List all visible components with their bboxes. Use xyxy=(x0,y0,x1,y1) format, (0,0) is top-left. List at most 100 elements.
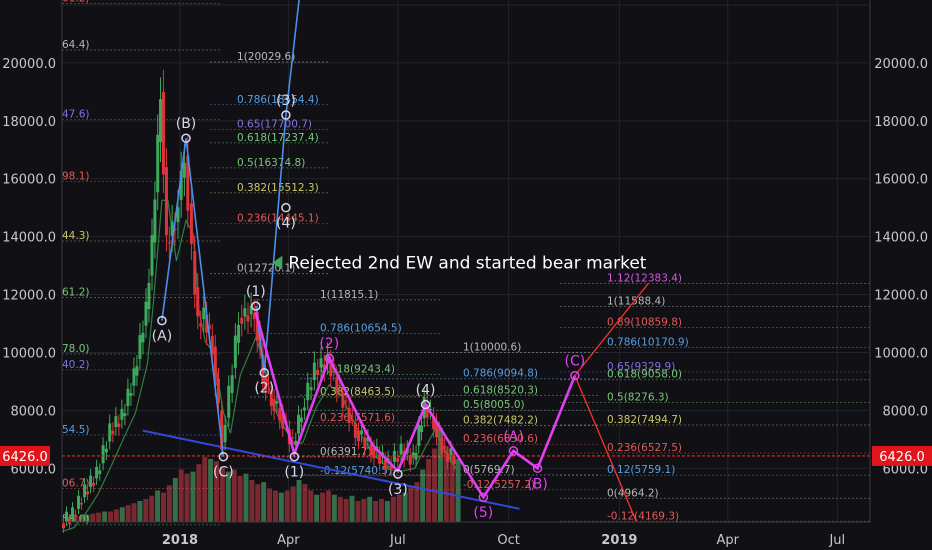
candle-body xyxy=(435,421,439,438)
fib-left-label: 98.1) xyxy=(62,171,89,183)
fib-level-label: 1(11588.4) xyxy=(607,295,665,307)
candle-body xyxy=(312,362,316,380)
volume-bar xyxy=(343,498,349,522)
fib-level-label: 0.786(9094.8) xyxy=(463,368,538,380)
candle-body xyxy=(428,408,432,411)
wave-marker-label: (C) xyxy=(565,354,586,370)
candle-body xyxy=(129,392,133,396)
candle-body xyxy=(338,385,342,387)
wave-marker-label: (5) xyxy=(473,505,493,521)
candle-body xyxy=(417,424,421,446)
candle-body xyxy=(89,475,93,488)
wave-marker-circle xyxy=(281,202,291,213)
volume-bar xyxy=(420,469,426,522)
fib-level-label: 0.382(7494.7) xyxy=(607,414,682,426)
candle-body xyxy=(350,415,354,417)
candle-body xyxy=(150,235,154,276)
volume-bar xyxy=(267,488,273,522)
candle-body xyxy=(164,167,168,236)
volume-bars xyxy=(66,427,461,522)
candle-body xyxy=(92,482,96,486)
wave-marker-circle xyxy=(324,353,335,363)
candle-body xyxy=(104,448,108,453)
candle-body xyxy=(101,445,105,464)
volume-bar xyxy=(184,473,190,522)
fib-level-label: 0.382(7482.2) xyxy=(463,414,538,426)
candle-body xyxy=(399,443,403,455)
candle-body xyxy=(98,470,102,475)
volume-bar xyxy=(349,495,355,522)
candle-body xyxy=(147,282,151,310)
wave-marker-label: (2) xyxy=(254,381,274,397)
y-tick-label-left: 10000.0 xyxy=(2,346,56,361)
volume-bar xyxy=(219,467,225,522)
wave-marker-circle xyxy=(157,315,167,326)
volume-bar xyxy=(355,501,361,522)
y-tick-label-left: 16000.0 xyxy=(2,173,56,188)
x-tick-label: Jul xyxy=(389,533,406,548)
candle-body xyxy=(233,335,237,368)
candle-body xyxy=(360,430,364,435)
candle-body xyxy=(326,353,330,364)
fib-level-label: 0.618(9058.0) xyxy=(607,369,682,381)
volume-bar xyxy=(208,459,214,522)
candle-body xyxy=(335,377,339,393)
volume-bar xyxy=(261,482,267,522)
candle-body xyxy=(366,437,370,442)
wave-marker-circle xyxy=(218,451,229,462)
fib-level-label: 1(11815.1) xyxy=(320,289,378,301)
wave-marker-circle xyxy=(532,463,543,474)
y-tick-label-left: 18000.0 xyxy=(2,115,56,130)
x-tick-label: Apr xyxy=(277,533,300,548)
wave-marker-label: (B) xyxy=(176,116,197,132)
volume-bar xyxy=(202,456,208,522)
candle-body xyxy=(95,466,99,479)
volume-bar xyxy=(231,469,237,522)
fib-level-label: 0.89(10859.8) xyxy=(607,317,682,329)
wave-marker-label: (2) xyxy=(319,336,339,352)
candle-body xyxy=(223,424,227,443)
candle-body xyxy=(309,387,313,391)
annotation-arrow xyxy=(272,255,283,270)
volume-bar xyxy=(331,494,337,522)
projection-arrow-up xyxy=(574,283,649,377)
candle-body xyxy=(291,437,295,439)
candle-body xyxy=(411,452,415,458)
fib-level-label: 0.382(15512.3) xyxy=(237,182,319,194)
candle-body xyxy=(408,455,412,465)
wave-path-abc xyxy=(161,138,225,457)
fib-level-label: 0.5(16374.8) xyxy=(237,157,305,169)
y-tick-label-left: 6000.0 xyxy=(11,462,57,477)
volume-bar xyxy=(143,498,149,522)
x-tick-label: Apr xyxy=(716,533,739,548)
volume-bar xyxy=(296,480,302,522)
volume-bar xyxy=(290,486,296,522)
volume-bar xyxy=(155,490,161,522)
candle-body xyxy=(319,358,323,368)
candle-body xyxy=(126,388,130,407)
fib-level-label: 0.618(17237.4) xyxy=(237,132,319,144)
candle-body xyxy=(220,410,224,450)
candle-body xyxy=(179,170,183,200)
volume-bar xyxy=(214,461,220,522)
fib-level-label: 0.65(9329.9) xyxy=(607,361,675,373)
candle-body xyxy=(138,335,142,359)
candle-body xyxy=(414,453,418,460)
candle-body xyxy=(372,448,376,459)
candle-body xyxy=(269,391,273,407)
volume-bar xyxy=(396,494,402,522)
fib-level-label: 0.382(8463.5) xyxy=(320,386,395,398)
candle-body xyxy=(316,369,320,375)
support-line xyxy=(142,429,520,510)
candle-body xyxy=(144,301,148,326)
fib-level-label: 0.786(10170.9) xyxy=(607,337,689,349)
current-price-label-left: 6426.0 xyxy=(2,450,48,465)
candle-body xyxy=(189,203,193,244)
candle-body xyxy=(383,459,387,470)
volume-bar xyxy=(432,448,438,522)
fib-left-label: 61.2) xyxy=(62,286,89,298)
candle-body xyxy=(111,430,115,435)
candle-body xyxy=(210,336,214,354)
candle-body xyxy=(255,311,259,341)
